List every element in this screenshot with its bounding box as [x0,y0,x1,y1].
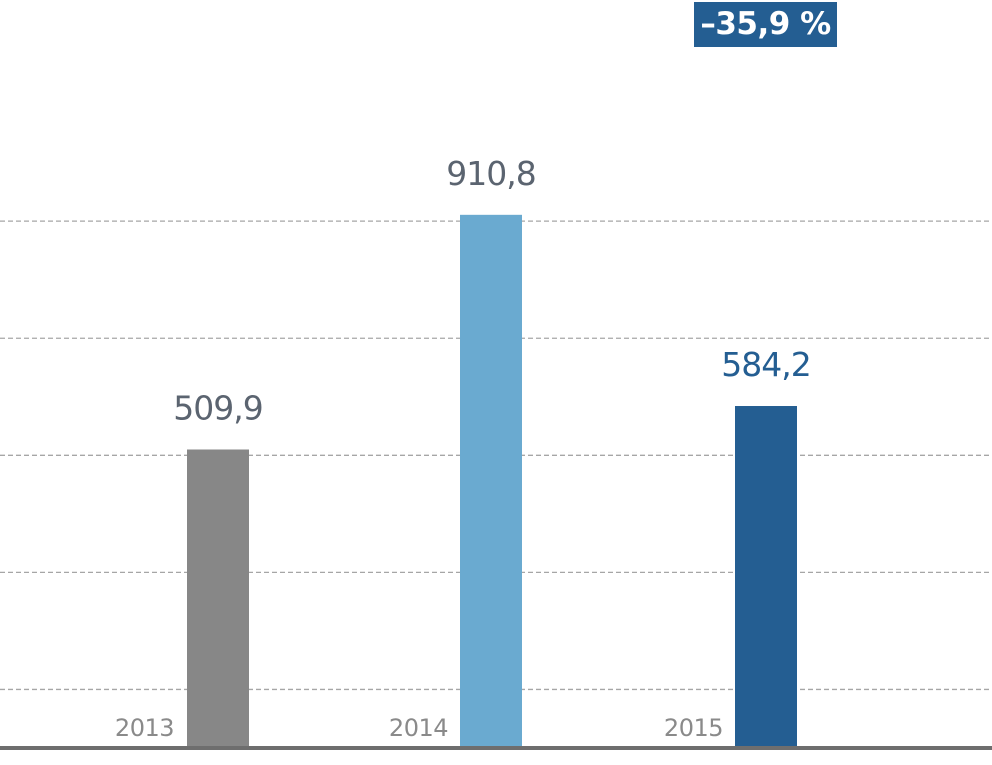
category-label-2013: 2013 [115,714,174,742]
bar-2014 [460,214,522,748]
bar-2013 [187,449,249,748]
bars [187,214,797,748]
category-label-2015: 2015 [664,714,723,742]
change-badge: –35,9 % [694,2,837,47]
category-label-2014: 2014 [389,714,448,742]
value-label-2014: 910,8 [446,154,535,193]
value-label-2013: 509,9 [173,389,262,428]
value-labels: 509,9 910,8 584,2 [173,154,811,428]
bar-2015 [735,406,797,748]
category-labels: 2013 2014 2015 [115,714,724,742]
value-label-2015: 584,2 [721,345,810,384]
